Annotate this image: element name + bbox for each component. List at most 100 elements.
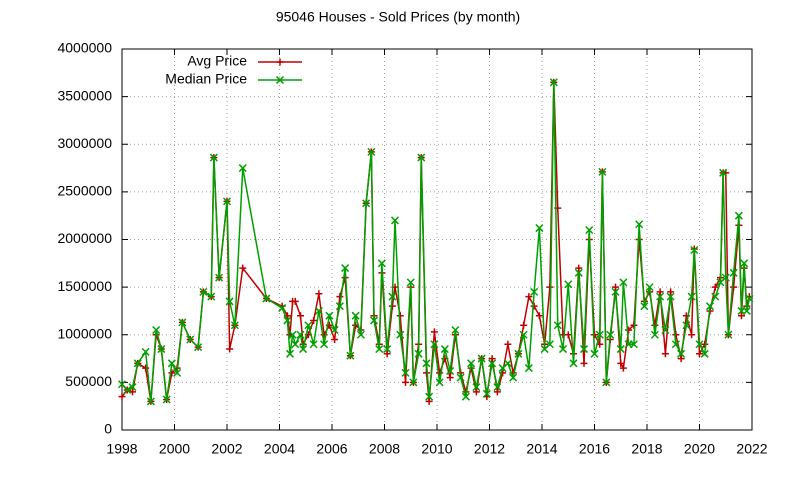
- data-point: [545, 340, 554, 349]
- data-point: [356, 330, 365, 339]
- x-tick-label: 2010: [421, 441, 452, 457]
- data-point: [740, 259, 749, 268]
- data-point: [640, 302, 649, 311]
- y-tick-label: 3500000: [57, 87, 112, 103]
- data-point: [299, 345, 308, 354]
- data-point: [186, 335, 195, 344]
- data-point: [436, 369, 444, 377]
- x-tick-label: 2012: [474, 441, 505, 457]
- data-point: [488, 355, 496, 363]
- data-point: [671, 340, 680, 349]
- data-point: [118, 393, 126, 401]
- data-point: [222, 197, 232, 206]
- x-tick-label: 2004: [264, 441, 295, 457]
- x-tick-label: 2020: [684, 441, 715, 457]
- data-point: [595, 330, 604, 339]
- data-point: [467, 359, 476, 368]
- data-point: [199, 287, 208, 296]
- data-point: [564, 280, 573, 289]
- data-point: [456, 373, 465, 382]
- y-tick-label: 1000000: [57, 325, 112, 341]
- data-point: [688, 331, 696, 339]
- data-point: [461, 392, 470, 401]
- data-point: [367, 147, 376, 156]
- data-point: [719, 168, 728, 177]
- data-point: [472, 388, 480, 396]
- data-point: [549, 78, 558, 87]
- x-tick-label: 2006: [316, 441, 347, 457]
- data-point: [656, 292, 665, 301]
- data-point: [425, 392, 434, 401]
- data-point: [690, 245, 699, 255]
- data-point: [705, 302, 715, 311]
- data-point: [635, 220, 644, 229]
- data-point: [672, 331, 680, 339]
- data-point: [535, 224, 544, 233]
- data-point: [546, 283, 554, 291]
- data-point: [283, 316, 292, 325]
- data-point: [262, 294, 271, 303]
- data-point: [133, 359, 142, 368]
- legend-label: Median Price: [165, 71, 247, 87]
- data-point: [173, 368, 182, 377]
- data-point: [721, 273, 730, 282]
- data-point: [611, 287, 620, 296]
- data-point: [553, 321, 562, 330]
- data-point: [346, 351, 355, 360]
- data-point: [530, 287, 539, 296]
- data-point: [667, 288, 675, 296]
- data-point: [351, 311, 360, 320]
- data-point: [341, 264, 350, 273]
- data-point: [695, 340, 704, 349]
- y-tick-label: 2500000: [57, 183, 112, 199]
- data-point: [650, 330, 659, 339]
- data-point: [700, 349, 709, 358]
- data-point: [535, 312, 543, 320]
- data-point: [598, 167, 607, 176]
- data-point: [230, 321, 239, 330]
- data-point: [738, 312, 745, 320]
- data-point: [488, 359, 497, 368]
- data-point: [602, 378, 611, 387]
- data-point: [296, 330, 305, 339]
- data-point: [701, 340, 709, 348]
- y-tick-label: 0: [104, 421, 112, 437]
- data-point: [645, 283, 654, 292]
- plot-frame: [121, 48, 753, 431]
- data-point: [651, 321, 659, 329]
- x-tick-label: 2008: [369, 441, 400, 457]
- data-point: [579, 345, 589, 354]
- data-point: [409, 378, 418, 387]
- data-point: [288, 330, 297, 339]
- data-point: [396, 312, 404, 320]
- y-tick-label: 4000000: [57, 40, 112, 56]
- data-point: [291, 340, 300, 349]
- data-point: [297, 312, 304, 320]
- data-point: [238, 164, 247, 173]
- x-tick-label: 2014: [526, 441, 557, 457]
- data-point: [435, 378, 444, 387]
- data-point: [396, 330, 405, 339]
- x-tick-label: 2016: [579, 441, 610, 457]
- data-point: [375, 345, 384, 354]
- legend-marker: [276, 58, 284, 66]
- data-point: [482, 389, 491, 398]
- y-tick-label: 1500000: [57, 278, 112, 294]
- x-tick-label: 2018: [631, 441, 662, 457]
- x-tick-label: 2002: [211, 441, 242, 457]
- data-point: [315, 290, 323, 298]
- data-point: [472, 383, 481, 392]
- data-point: [625, 326, 633, 334]
- data-point: [383, 345, 392, 354]
- data-point: [590, 349, 599, 358]
- data-point: [152, 325, 161, 335]
- legend-marker: [275, 75, 285, 85]
- data-point: [493, 388, 501, 396]
- data-point: [656, 288, 664, 296]
- data-point: [207, 292, 216, 301]
- data-point: [612, 283, 619, 291]
- data-point: [377, 259, 386, 268]
- data-point: [168, 369, 176, 377]
- data-point: [504, 340, 512, 348]
